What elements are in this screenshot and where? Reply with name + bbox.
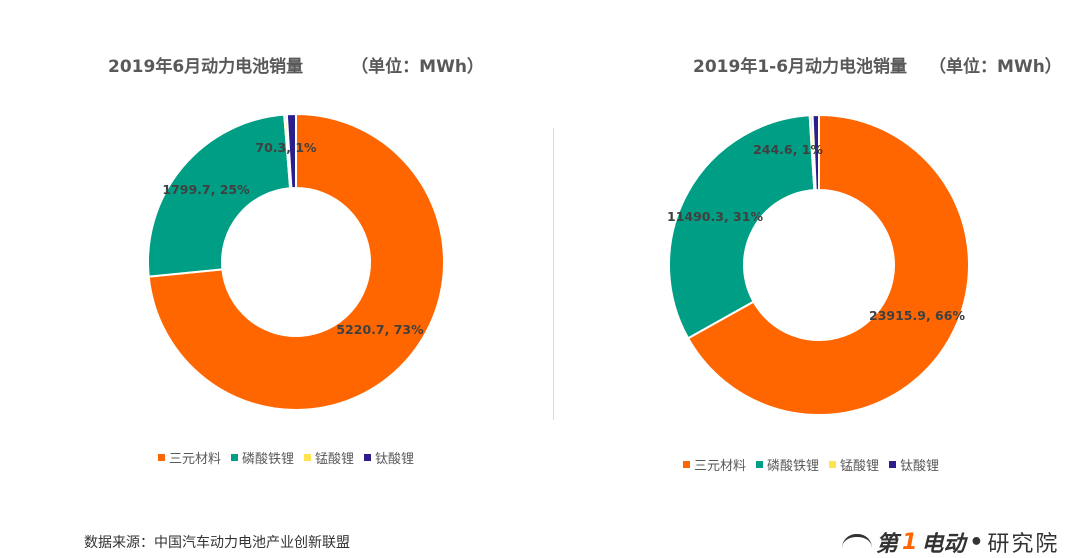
logo-prefix: 第 [876, 532, 899, 557]
slice-4 [811, 113, 820, 192]
legend-swatch [231, 454, 239, 461]
legend-label: 锰酸锂 [315, 452, 355, 467]
legend-item: 锰酸锂 [829, 455, 879, 474]
legend-swatch [683, 461, 690, 468]
slice-1 [686, 113, 970, 416]
donut-chart: 23915.9, 66% 11490.3, 31% 244.6, 1% [667, 113, 970, 416]
legend-item: 磷酸铁锂 [756, 455, 819, 474]
data-label-2: 1799.7, 25% [162, 182, 250, 197]
chart-title: 2019年1-6月动力电池销量 （单位：MWh） [693, 52, 1062, 77]
slice-2 [147, 113, 292, 278]
chart-h1: 2019年1-6月动力电池销量 （单位：MWh） 23915.9, 66% 1149… [555, 0, 1080, 500]
chart-unit: （单位：MWh） [929, 57, 1062, 77]
data-label-1: 23915.9, 66% [869, 308, 965, 323]
data-source: 数据来源：中国汽车动力电池产业创新联盟 [84, 535, 350, 551]
logo-institute: 研究院 [987, 532, 1060, 557]
logo: 第 1 电动 • 研究院 [842, 526, 1059, 558]
data-label-1: 5220.7, 73% [336, 322, 424, 337]
legend-item: 锰酸锂 [304, 448, 354, 467]
slice-4 [285, 112, 297, 190]
legend-label: 磷酸铁锂 [767, 459, 820, 474]
donut-chart: 5220.7, 73% 1799.7, 25% 70.3, 1% [147, 112, 445, 411]
legend: 三元材料 磷酸铁锂 锰酸锂 钛酸锂 [683, 455, 939, 474]
legend-swatch [304, 454, 312, 461]
legend: 三元材料 磷酸铁锂 锰酸锂 钛酸锂 [158, 448, 414, 467]
legend-swatch [756, 461, 764, 468]
slice-2 [668, 114, 816, 340]
legend-swatch [829, 461, 837, 468]
chart-title-text: 2019年1-6月动力电池销量 [693, 57, 908, 77]
chart-unit: （单位：MWh） [351, 57, 484, 77]
legend-item: 钛酸锂 [889, 455, 939, 474]
legend-item: 钛酸锂 [364, 448, 414, 467]
legend-item: 磷酸铁锂 [231, 448, 294, 467]
legend-item: 三元材料 [683, 455, 746, 474]
legend-label: 磷酸铁锂 [242, 452, 295, 467]
legend-label: 三元材料 [694, 459, 747, 474]
data-label-4: 70.3, 1% [255, 140, 317, 155]
legend-item: 三元材料 [158, 448, 221, 467]
legend-swatch [889, 461, 897, 468]
legend-label: 三元材料 [169, 452, 222, 467]
legend-label: 锰酸锂 [840, 459, 880, 474]
data-label-4: 244.6, 1% [753, 142, 823, 157]
chart-june: 2019年6月动力电池销量 （单位：MWh） 5220.7, 73% 1799.7,… [0, 0, 555, 500]
legend-swatch [158, 454, 165, 461]
car-logo-icon [842, 533, 872, 551]
logo-dot: • [969, 529, 984, 555]
divider [553, 128, 554, 420]
legend-label: 钛酸锂 [375, 452, 415, 467]
chart-title-text: 2019年6月动力电池销量 [108, 57, 304, 77]
legend-label: 钛酸锂 [900, 459, 940, 474]
data-label-2: 11490.3, 31% [667, 209, 763, 224]
chart-title: 2019年6月动力电池销量 （单位：MWh） [108, 52, 484, 77]
legend-swatch [364, 454, 372, 461]
slice-1 [147, 112, 445, 411]
logo-number: 1 [902, 529, 918, 555]
logo-suffix: 电动 [921, 532, 966, 557]
